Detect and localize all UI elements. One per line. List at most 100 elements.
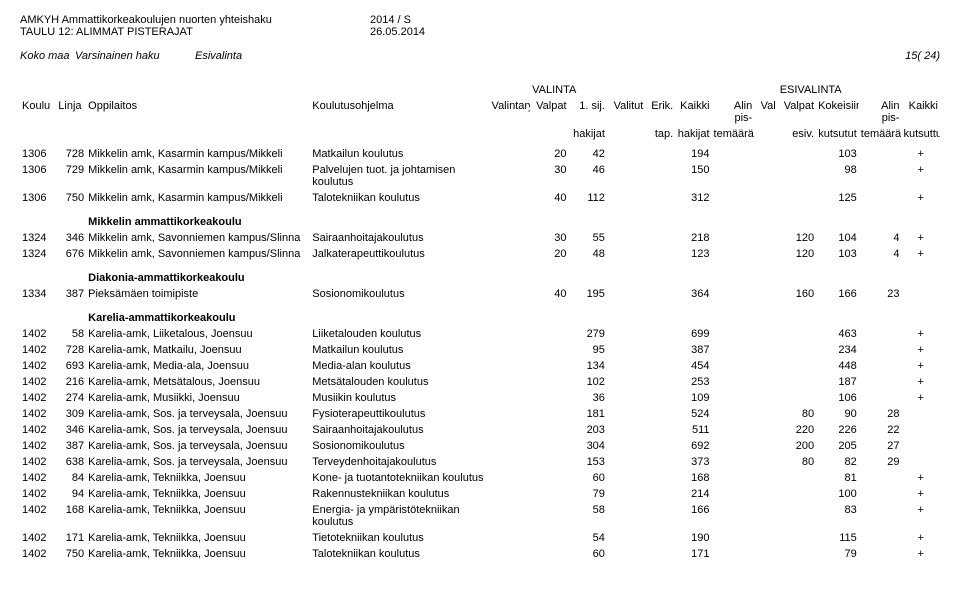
cell-alin2 <box>859 342 902 358</box>
cell-kohj: Energia- ja ympäristötekniikan koulutus <box>310 502 489 530</box>
cell-valpat2: 80 <box>778 454 816 470</box>
summary-scope: Koko maa <box>20 50 75 62</box>
cell-oppi: Karelia-amk, Sos. ja terveysala, Joensuu <box>86 454 310 470</box>
header-date-1: 2014 / S <box>370 14 450 26</box>
cell-alin1 <box>712 162 755 190</box>
cell-koulu: 1402 <box>20 342 56 358</box>
cell-alin2: 4 <box>859 246 902 262</box>
cell-alin1 <box>712 390 755 406</box>
cell-alin2: 29 <box>859 454 902 470</box>
cell-valpat: 20 <box>530 246 568 262</box>
cell-erik <box>645 374 675 390</box>
cell-kohj: Sosionomikoulutus <box>310 286 489 302</box>
cell-sij: 60 <box>569 546 607 562</box>
cell-valpat2: 220 <box>778 422 816 438</box>
cell-valpat2: 200 <box>778 438 816 454</box>
cell-vryhma <box>490 470 531 486</box>
col-alinpis: Alin pis- <box>712 98 755 126</box>
cell-val <box>754 358 777 374</box>
cell-val <box>754 286 777 302</box>
cell-val <box>754 390 777 406</box>
cell-val <box>754 230 777 246</box>
cell-oppi: Karelia-amk, Tekniikka, Joensuu <box>86 546 310 562</box>
cell-valpat: 40 <box>530 190 568 206</box>
cell-kaikki: 312 <box>675 190 711 206</box>
cell-valitut <box>607 502 645 530</box>
summary-row: Koko maa Varsinainen haku Esivalinta 15(… <box>20 50 940 62</box>
cell-kaik2: + <box>901 390 940 406</box>
cell-kok: 83 <box>816 502 859 530</box>
cell-val <box>754 246 777 262</box>
cell-valitut <box>607 530 645 546</box>
table-row: 1402274Karelia-amk, Musiikki, JoensuuMus… <box>20 390 940 406</box>
table-row: 1402387Karelia-amk, Sos. ja terveysala, … <box>20 438 940 454</box>
cell-sij: 153 <box>569 454 607 470</box>
cell-oppi: Karelia-amk, Tekniikka, Joensuu <box>86 470 310 486</box>
sec-esivalinta: ESIVALINTA <box>778 82 940 98</box>
cell-kok: 98 <box>816 162 859 190</box>
cell-oppi: Karelia-amk, Tekniikka, Joensuu <box>86 502 310 530</box>
cell-vryhma <box>490 438 531 454</box>
cell-alin1 <box>712 454 755 470</box>
section-title: Mikkelin ammattikorkeakoulu <box>86 206 940 230</box>
cell-vryhma <box>490 374 531 390</box>
cell-linja: 58 <box>56 326 86 342</box>
cell-oppi: Pieksämäen toimipiste <box>86 286 310 302</box>
cell-kaik2 <box>901 454 940 470</box>
cell-valitut <box>607 358 645 374</box>
cell-alin1 <box>712 230 755 246</box>
cell-valitut <box>607 422 645 438</box>
cell-oppi: Mikkelin amk, Savonniemen kampus/Slinna <box>86 230 310 246</box>
cell-kaik2 <box>901 406 940 422</box>
cell-alin1 <box>712 422 755 438</box>
cell-sij: 48 <box>569 246 607 262</box>
cell-erik <box>645 142 675 162</box>
cell-alin2 <box>859 502 902 530</box>
cell-kaik2: + <box>901 374 940 390</box>
cell-linja: 693 <box>56 358 86 374</box>
cell-oppi: Karelia-amk, Media-ala, Joensuu <box>86 358 310 374</box>
cell-kohj: Liiketalouden koulutus <box>310 326 489 342</box>
cell-valpat <box>530 358 568 374</box>
cell-sij: 60 <box>569 470 607 486</box>
col-erik: Erik. <box>645 98 675 126</box>
cell-linja: 274 <box>56 390 86 406</box>
cell-kok: 103 <box>816 246 859 262</box>
cell-sij: 36 <box>569 390 607 406</box>
cell-sij: 102 <box>569 374 607 390</box>
cell-alin2 <box>859 374 902 390</box>
cell-valitut <box>607 286 645 302</box>
cell-kohj: Matkailun koulutus <box>310 142 489 162</box>
cell-kaik2 <box>901 286 940 302</box>
cell-kaikki: 511 <box>675 422 711 438</box>
cell-sij: 55 <box>569 230 607 246</box>
cell-valitut <box>607 390 645 406</box>
cell-valitut <box>607 438 645 454</box>
col-kaikki2: Kaikki <box>901 98 940 126</box>
cell-kaikki: 253 <box>675 374 711 390</box>
cell-valpat2 <box>778 358 816 374</box>
cell-kok: 100 <box>816 486 859 502</box>
cell-kaikki: 150 <box>675 162 711 190</box>
cell-val <box>754 470 777 486</box>
cell-koulu: 1324 <box>20 246 56 262</box>
cell-kok: 463 <box>816 326 859 342</box>
table-row: 1402216Karelia-amk, Metsätalous, Joensuu… <box>20 374 940 390</box>
cell-valpat2 <box>778 342 816 358</box>
cell-oppi: Mikkelin amk, Savonniemen kampus/Slinna <box>86 246 310 262</box>
cell-valpat2 <box>778 162 816 190</box>
cell-kok: 79 <box>816 546 859 562</box>
cell-valpat <box>530 342 568 358</box>
col-kaikki-2: hakijat <box>675 126 711 142</box>
cell-valitut <box>607 190 645 206</box>
cell-sij: 46 <box>569 162 607 190</box>
cell-valpat <box>530 502 568 530</box>
cell-kaikki: 171 <box>675 546 711 562</box>
cell-alin2 <box>859 390 902 406</box>
cell-valpat2: 80 <box>778 406 816 422</box>
cell-kaikki: 692 <box>675 438 711 454</box>
cell-linja: 216 <box>56 374 86 390</box>
cell-kaik2: + <box>901 342 940 358</box>
table-row: 1306750Mikkelin amk, Kasarmin kampus/Mik… <box>20 190 940 206</box>
cell-linja: 168 <box>56 502 86 530</box>
